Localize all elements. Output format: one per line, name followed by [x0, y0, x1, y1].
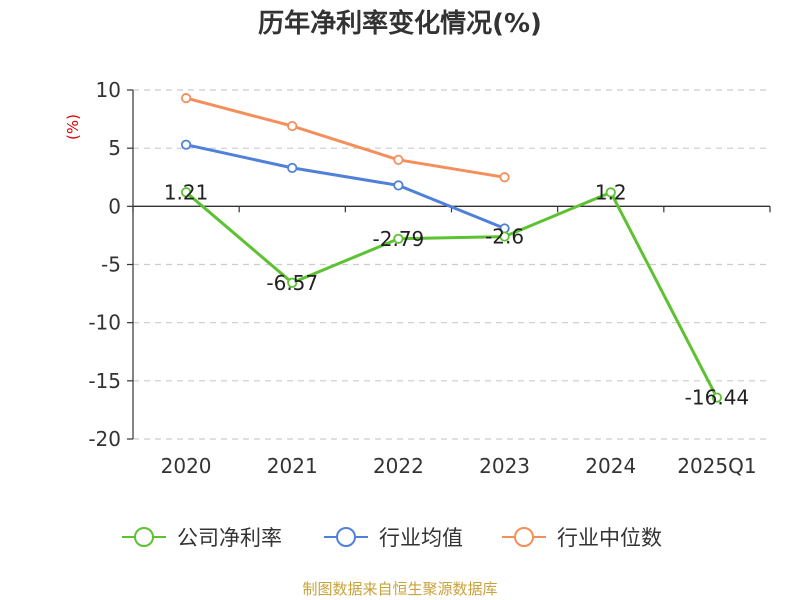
data-point — [180, 139, 192, 150]
source-note: 制图数据来自恒生聚源数据库 — [302, 580, 497, 598]
y-tick-label: -10 — [88, 311, 121, 335]
series-line-1 — [185, 143, 506, 230]
legend-label: 行业中位数 — [557, 526, 662, 550]
data-label: -6.57 — [266, 271, 318, 295]
data-point — [499, 172, 510, 183]
data-point — [393, 180, 404, 191]
data-point — [393, 154, 404, 165]
data-label: -2.79 — [373, 227, 425, 251]
data-label: -2.6 — [485, 225, 524, 249]
y-tick-label: -15 — [88, 369, 121, 393]
y-tick-label: -5 — [101, 253, 121, 277]
axes: 10 5 0 -5 -10 -15 -20 2020 2021 2022 2023 2024 2025Q… — [88, 78, 771, 478]
y-tick-label: 10 — [96, 78, 121, 102]
legend-marker-icon — [514, 527, 534, 547]
x-tick-label: 2024 — [585, 454, 636, 478]
data-point — [499, 231, 510, 242]
series-line-0 — [185, 190, 719, 399]
data-point — [287, 277, 298, 288]
x-tick-label: 2021 — [267, 454, 318, 478]
chart-title: 历年净利率变化情况(%) — [258, 8, 542, 39]
y-tick-label: -20 — [88, 427, 121, 451]
data-label: 1.2 — [595, 180, 627, 204]
legend-marker-icon — [134, 527, 154, 547]
legend: 公司净利率 行业均值 行业中位数 — [122, 526, 662, 550]
x-tick-label: 2023 — [479, 454, 530, 478]
y-tick-label: 5 — [108, 136, 121, 160]
data-point — [605, 187, 616, 198]
y-tick-label: 0 — [108, 194, 121, 218]
data-point — [180, 93, 192, 104]
data-point — [287, 162, 298, 174]
data-point — [180, 187, 192, 198]
legend-label: 行业均值 — [379, 526, 463, 550]
data-label: 1.21 — [164, 180, 209, 204]
legend-label: 公司净利率 — [177, 526, 282, 550]
data-label: -16.44 — [685, 386, 749, 410]
y-unit-label: (%) — [64, 114, 82, 140]
x-tick-label: 2022 — [373, 454, 424, 478]
series-layer — [180, 93, 723, 403]
x-tick-label: 2025Q1 — [677, 454, 756, 478]
x-tick-label: 2020 — [161, 454, 212, 478]
data-point — [711, 392, 723, 403]
series-line-2 — [185, 96, 505, 179]
gridlines — [133, 89, 770, 440]
data-point — [393, 233, 404, 244]
data-point — [287, 120, 298, 132]
legend-marker-icon — [336, 527, 356, 547]
data-labels: 1.21 -6.57 -2.79 -2.6 1.2 -16.44 — [164, 180, 749, 409]
